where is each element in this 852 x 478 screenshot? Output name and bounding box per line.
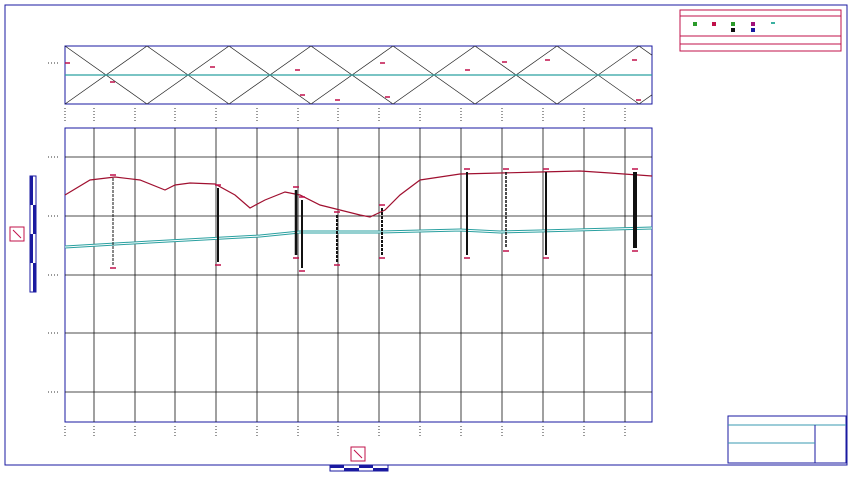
scale-segment [344,468,359,471]
scale-segment [33,263,36,292]
legend-swatch [731,28,735,32]
north-icon-arrow [12,229,22,239]
scale-segment [30,234,33,263]
ground-profile [64,170,653,218]
title-block [727,415,847,464]
legend-swatch [751,28,755,32]
scale-segment [373,468,388,471]
north-icon-arrow [353,449,363,459]
legend-box [679,9,842,52]
scale-segment [330,465,344,468]
legend-swatch [751,22,755,26]
legend-frame [679,9,842,52]
legend-swatch [731,22,735,26]
legend-swatch [712,22,716,26]
scale-segment [33,205,36,234]
vertical-scale [9,175,37,293]
title-block-frame [727,415,847,464]
scale-segment [30,176,33,205]
horizontal-scale [329,446,389,472]
scale-segment [359,465,373,468]
water-profile-inner [64,227,653,248]
sheet-border [4,4,848,466]
legend-swatch [693,22,697,26]
legend-swatch [771,22,775,24]
plan-panel [64,45,653,105]
profile-panel [64,127,653,423]
